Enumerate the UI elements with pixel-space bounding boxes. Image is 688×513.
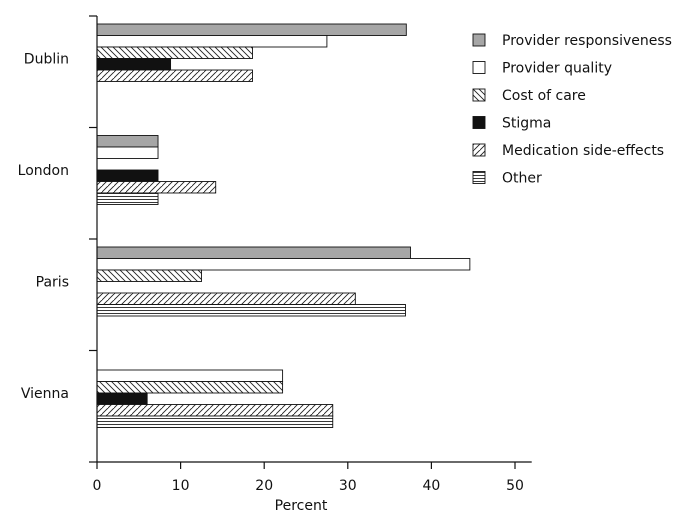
x-tick-label: 50 xyxy=(506,478,524,494)
x-tick-label: 20 xyxy=(255,478,273,494)
bar-paris-provider-responsiveness xyxy=(96,246,411,259)
bar-paris-cost-of-care xyxy=(96,269,202,282)
legend-label-cost-of-care: Cost of care xyxy=(502,88,586,104)
bar-vienna-cost-of-care xyxy=(96,381,284,394)
legend-label-stigma: Stigma xyxy=(502,116,551,132)
legend-label-medication-side-effects: Medication side-effects xyxy=(502,143,664,159)
bar-london-medication-side-effects xyxy=(96,181,217,194)
x-tick-label: 40 xyxy=(422,478,440,494)
bar-paris-medication-side-effects xyxy=(96,292,356,305)
x-tick-label: 0 xyxy=(93,478,102,494)
legend-label-other: Other xyxy=(502,171,542,187)
legend-swatch-provider-quality xyxy=(472,61,486,74)
category-label-vienna: Vienna xyxy=(21,386,69,402)
bar-london-stigma xyxy=(96,169,159,182)
legend-label-provider-quality: Provider quality xyxy=(502,61,612,77)
bar-london-other xyxy=(96,192,159,205)
x-axis-title: Percent xyxy=(275,498,328,513)
bar-dublin-provider-responsiveness xyxy=(96,23,407,36)
bar-paris-other xyxy=(96,304,406,317)
category-label-london: London xyxy=(18,163,69,179)
x-tick-label: 10 xyxy=(172,478,190,494)
bar-dublin-stigma xyxy=(96,58,172,71)
bar-dublin-cost-of-care xyxy=(96,46,253,59)
bar-london-provider-quality xyxy=(96,146,159,159)
category-label-dublin: Dublin xyxy=(24,52,69,68)
legend-swatch-stigma xyxy=(472,116,486,129)
category-label-paris: Paris xyxy=(36,275,69,291)
bar-vienna-other xyxy=(96,415,334,428)
bar-dublin-provider-quality xyxy=(96,35,328,48)
x-tick-label: 30 xyxy=(339,478,357,494)
bar-vienna-medication-side-effects xyxy=(96,404,334,417)
bar-vienna-provider-quality xyxy=(96,369,284,382)
bar-dublin-medication-side-effects xyxy=(96,69,253,82)
legend-swatch-provider-responsiveness xyxy=(472,33,486,47)
legend-swatch-other xyxy=(472,171,486,184)
legend-label-provider-responsiveness: Provider responsiveness xyxy=(502,33,672,49)
bar-vienna-stigma xyxy=(96,392,148,405)
bar-london-provider-responsiveness xyxy=(96,135,159,148)
bar-paris-provider-quality xyxy=(96,258,471,271)
legend-swatch-cost-of-care xyxy=(472,88,486,102)
legend-swatch-medication-side-effects xyxy=(472,143,486,157)
